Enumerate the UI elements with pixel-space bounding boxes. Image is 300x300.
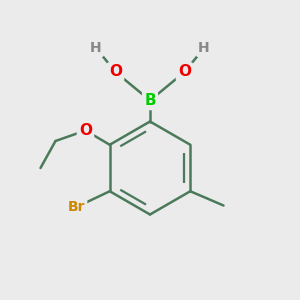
Text: O: O	[178, 64, 191, 80]
Text: B: B	[144, 93, 156, 108]
Text: O: O	[79, 123, 92, 138]
Text: O: O	[109, 64, 122, 80]
Text: Br: Br	[68, 200, 85, 214]
Text: H: H	[90, 41, 102, 55]
Text: H: H	[198, 41, 210, 55]
